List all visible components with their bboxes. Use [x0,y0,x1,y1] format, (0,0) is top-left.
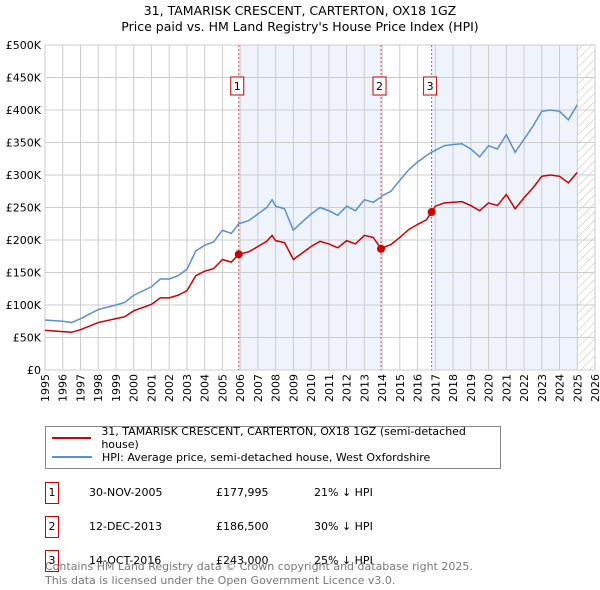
transaction-hpi-delta: 25% ↓ HPI [314,554,373,567]
transaction-price: £177,995 [216,486,269,499]
x-tick-label: 1997 [74,374,87,402]
transaction-hpi-delta: 21% ↓ HPI [314,486,373,499]
transaction-date: 14-OCT-2016 [89,554,162,567]
x-tick-label: 2026 [589,374,600,402]
y-tick-label: £0 [27,364,41,377]
y-tick-label: £400K [6,104,42,117]
x-tick-label: 2019 [465,374,478,402]
x-tick-label: 2014 [376,374,389,402]
blue-line-swatch [52,456,92,458]
x-tick-label: 2024 [554,374,567,402]
y-tick-label: £50K [13,332,42,345]
footer-line: This data is licensed under the Open Gov… [45,574,396,587]
x-tick-label: 2018 [447,374,460,402]
y-tick-label: £500K [6,39,42,52]
transaction-price: £186,500 [216,520,269,533]
x-tick-label: 2016 [412,374,425,402]
x-tick-label: 2009 [287,374,300,402]
x-tick-label: 2022 [518,374,531,402]
legend: 31, TAMARISK CRESCENT, CARTERTON, OX18 1… [45,425,501,469]
y-tick-label: £250K [6,202,42,215]
transaction-price: £243,000 [216,554,269,567]
x-tick-label: 2001 [145,374,158,402]
transaction-number: 2 [45,516,59,538]
x-tick-label: 2015 [394,374,407,402]
x-tick-label: 2013 [358,374,371,402]
transaction-number: 3 [45,550,59,572]
x-tick-label: 2003 [181,374,194,402]
transaction-row: 2 12-DEC-2013 £186,500 30% ↓ HPI [45,516,545,538]
price-chart: 1995 1996 1997 1998 1999 2000 2001 2002 2003 2004… [6,39,600,402]
legend-item-hpi: HPI: Average price, semi-detached house,… [52,449,430,465]
transaction-hpi-delta: 30% ↓ HPI [314,520,373,533]
transaction-date: 12-DEC-2013 [89,520,163,533]
plot-border [44,44,596,371]
x-tick-label: 2006 [234,374,247,402]
x-tick-label: 2004 [199,374,212,402]
price-paid-line [44,171,578,334]
y-tick-label: £150K [6,267,42,280]
sale-number-box [423,76,438,96]
chart-subtitle: Price paid vs. HM Land Registry's House … [121,19,479,34]
x-tick-label: 2007 [252,374,265,402]
footer-line: Contains HM Land Registry data © Crown c… [45,560,473,573]
x-tick-label: 2010 [305,374,318,402]
y-tick-label: £200K [6,234,42,247]
sale-number-label: 1 [234,80,241,93]
sale-point [427,208,436,217]
sale-point [377,244,386,253]
legend-label: 31, TAMARISK CRESCENT, CARTERTON, OX18 1… [101,425,466,451]
x-tick-label: 2023 [536,374,549,402]
legend-label: HPI: Average price, semi-detached house,… [102,450,431,464]
sale-number-label: 2 [376,80,383,93]
sale-number-box [372,76,387,96]
legend-item-property: 31, TAMARISK CRESCENT, CARTERTON, OX18 1… [52,425,500,451]
transaction-row: 3 14-OCT-2016 £243,000 25% ↓ HPI [45,550,545,572]
x-tick-label: 2011 [323,374,336,402]
transaction-row: 1 30-NOV-2005 £177,995 21% ↓ HPI [45,482,545,504]
x-tick-label: 1996 [57,374,70,402]
transaction-number: 1 [45,482,59,504]
x-tick-label: 2020 [483,374,496,402]
sale-number-label: 3 [427,80,434,93]
x-tick-label: 1999 [110,374,123,402]
y-tick-label: £300K [6,169,42,182]
sale-point [234,250,243,259]
red-line-swatch [52,437,92,439]
x-tick-label: 2017 [429,374,442,402]
x-tick-label: 2000 [128,374,141,402]
y-tick-label: £450K [6,72,42,85]
hpi-line [44,104,578,324]
chart-title: 31, TAMARISK CRESCENT, CARTERTON, OX18 1… [143,3,457,18]
sale-number-box [230,76,245,96]
y-tick-label: £100K [6,299,42,312]
x-tick-label: 2012 [341,374,354,402]
x-tick-label: 1998 [92,374,105,402]
x-tick-label: 2025 [571,374,584,402]
y-tick-label: £350K [6,137,42,150]
x-tick-label: 2008 [270,374,283,402]
x-tick-label: 1995 [39,374,52,402]
transaction-date: 30-NOV-2005 [89,486,163,499]
x-tick-label: 2021 [500,374,513,402]
x-tick-label: 2002 [163,374,176,402]
x-tick-label: 2005 [216,374,229,402]
